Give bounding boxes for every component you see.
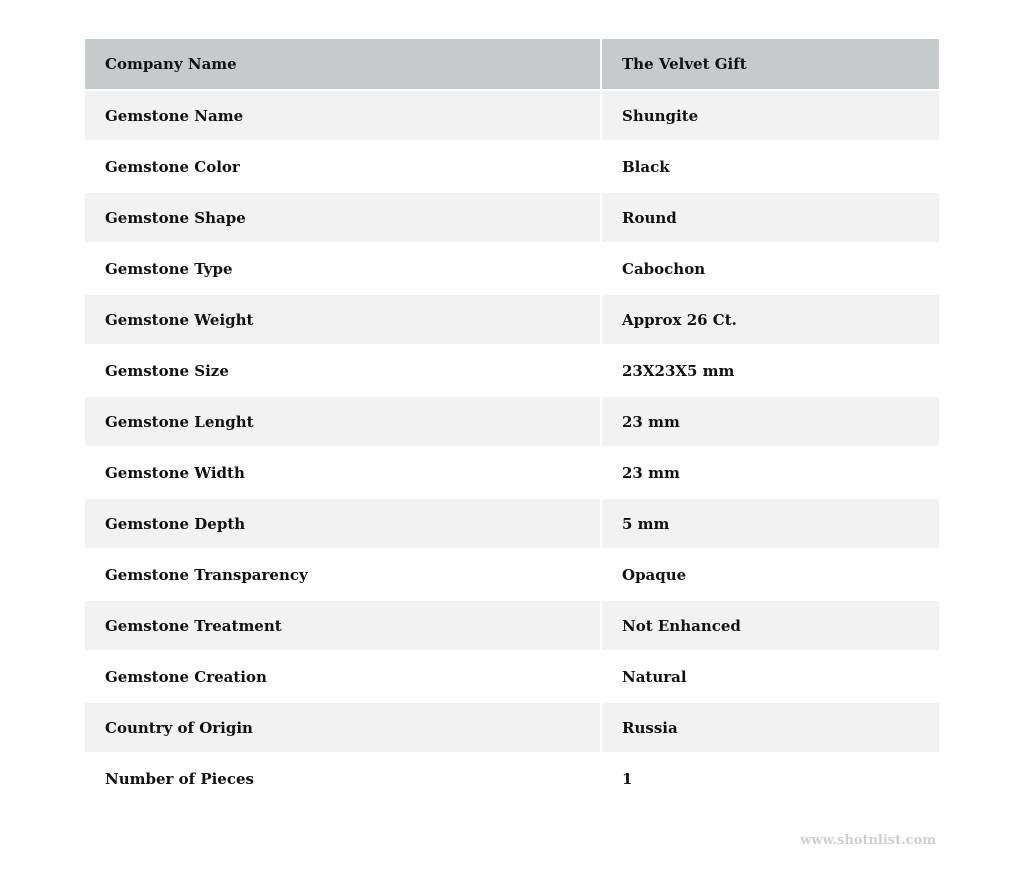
row-value-cell: Black bbox=[602, 142, 939, 191]
row-value-cell: Not Enhanced bbox=[602, 601, 939, 650]
row-value-cell: Approx 26 Ct. bbox=[602, 295, 939, 344]
row-key-cell: Gemstone Creation bbox=[85, 652, 600, 701]
row-key-cell: Gemstone Depth bbox=[85, 499, 600, 548]
table-row: Number of Pieces 1 bbox=[85, 754, 939, 803]
table-row: Gemstone Treatment Not Enhanced bbox=[85, 601, 939, 650]
row-value-cell: 23 mm bbox=[602, 448, 939, 497]
header-value-cell: The Velvet Gift bbox=[602, 39, 939, 89]
row-key-cell: Gemstone Treatment bbox=[85, 601, 600, 650]
row-key-cell: Gemstone Name bbox=[85, 91, 600, 140]
table-row: Gemstone Width 23 mm bbox=[85, 448, 939, 497]
table-row: Gemstone Transparency Opaque bbox=[85, 550, 939, 599]
row-value-cell: 1 bbox=[602, 754, 939, 803]
table-row: Gemstone Color Black bbox=[85, 142, 939, 191]
row-value-cell: Russia bbox=[602, 703, 939, 752]
table-row: Gemstone Size 23X23X5 mm bbox=[85, 346, 939, 395]
row-key-cell: Gemstone Weight bbox=[85, 295, 600, 344]
row-value-cell: 23 mm bbox=[602, 397, 939, 446]
gemstone-spec-table: Company Name The Velvet Gift Gemstone Na… bbox=[83, 37, 941, 805]
table-row: Gemstone Name Shungite bbox=[85, 91, 939, 140]
row-key-cell: Gemstone Transparency bbox=[85, 550, 600, 599]
row-value-cell: Opaque bbox=[602, 550, 939, 599]
table-header-row: Company Name The Velvet Gift bbox=[85, 39, 939, 89]
row-value-cell: 23X23X5 mm bbox=[602, 346, 939, 395]
row-key-cell: Country of Origin bbox=[85, 703, 600, 752]
table-row: Country of Origin Russia bbox=[85, 703, 939, 752]
row-key-cell: Gemstone Width bbox=[85, 448, 600, 497]
row-value-cell: Round bbox=[602, 193, 939, 242]
row-key-cell: Gemstone Lenght bbox=[85, 397, 600, 446]
row-key-cell: Gemstone Color bbox=[85, 142, 600, 191]
row-key-cell: Gemstone Type bbox=[85, 244, 600, 293]
row-value-cell: Shungite bbox=[602, 91, 939, 140]
row-key-cell: Gemstone Size bbox=[85, 346, 600, 395]
watermark: www.shotnlist.com bbox=[800, 833, 936, 848]
row-value-cell: Natural bbox=[602, 652, 939, 701]
row-value-cell: Cabochon bbox=[602, 244, 939, 293]
table-row: Gemstone Shape Round bbox=[85, 193, 939, 242]
row-key-cell: Gemstone Shape bbox=[85, 193, 600, 242]
table-row: Gemstone Type Cabochon bbox=[85, 244, 939, 293]
table-row: Gemstone Depth 5 mm bbox=[85, 499, 939, 548]
row-key-cell: Number of Pieces bbox=[85, 754, 600, 803]
table-row: Gemstone Lenght 23 mm bbox=[85, 397, 939, 446]
row-value-cell: 5 mm bbox=[602, 499, 939, 548]
table-row: Gemstone Weight Approx 26 Ct. bbox=[85, 295, 939, 344]
table-row: Gemstone Creation Natural bbox=[85, 652, 939, 701]
header-key-cell: Company Name bbox=[85, 39, 600, 89]
